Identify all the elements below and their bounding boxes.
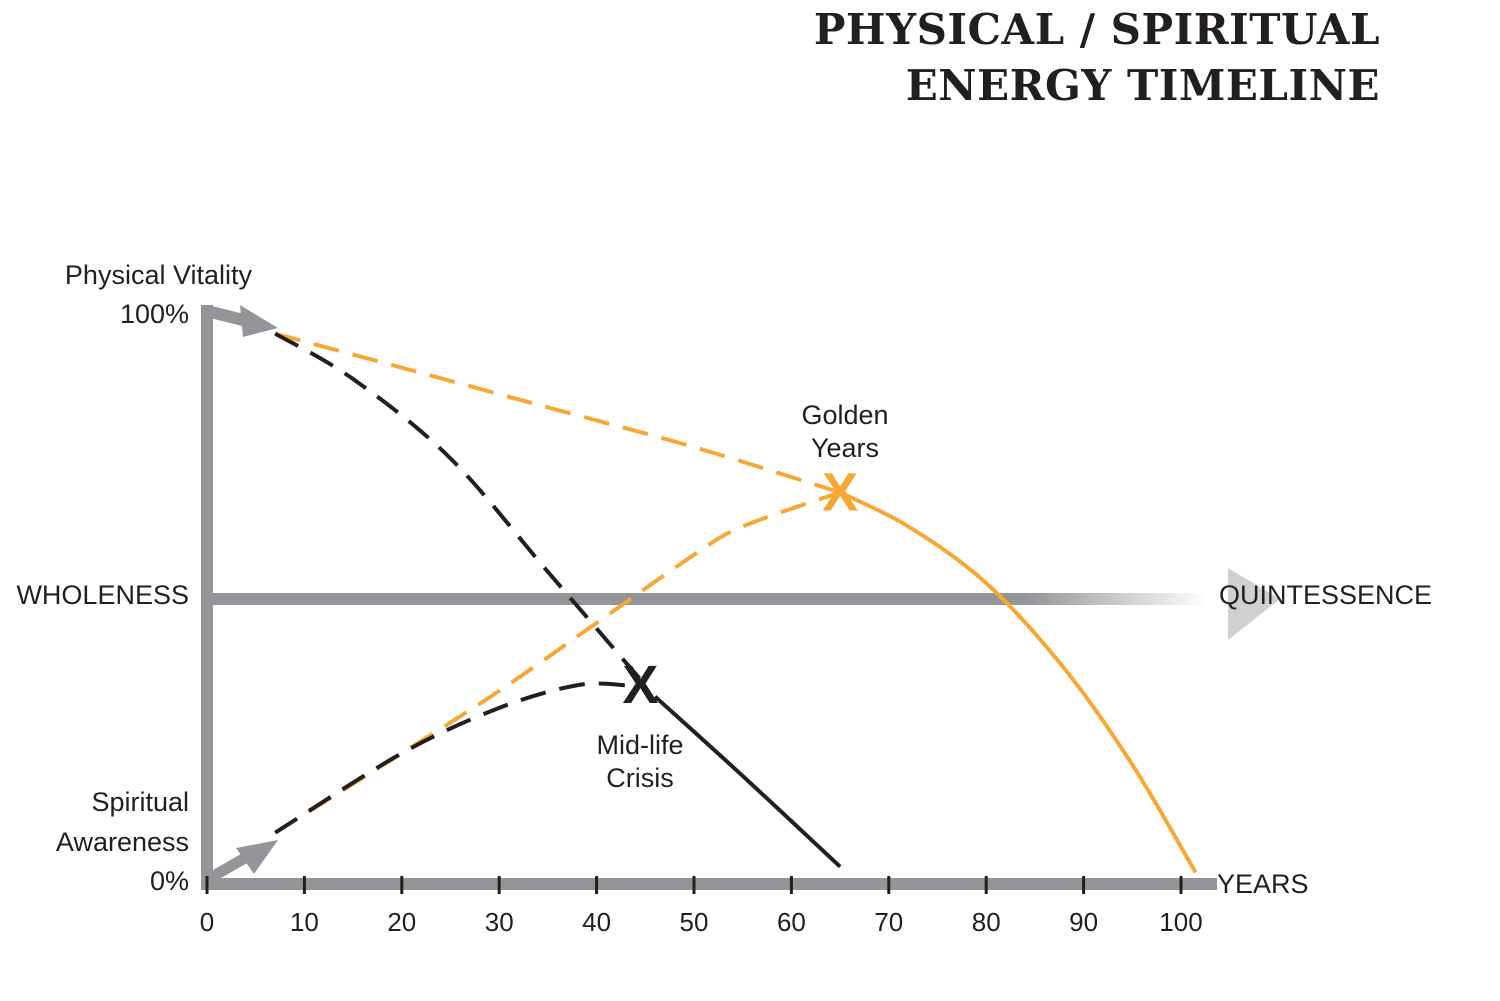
x-tick-label: 70 xyxy=(874,907,903,937)
series-line-6 xyxy=(653,695,842,869)
title-line-2: ENERGY TIMELINE xyxy=(905,61,1380,110)
y-top-label-line2: 100% xyxy=(120,299,189,329)
vitality-start-arrow xyxy=(205,305,249,327)
x-axis-label: YEARS xyxy=(1217,869,1309,899)
x-tick-label: 90 xyxy=(1069,907,1098,937)
x-tick-label: 40 xyxy=(582,907,611,937)
title-line-1: PHYSICAL / SPIRITUAL xyxy=(813,5,1380,54)
y-bottom-label-line2: Awareness xyxy=(56,827,189,857)
mid-life-crisis-marker: X xyxy=(622,655,658,715)
golden-years-label-line2: Years xyxy=(811,433,879,463)
series-line-3 xyxy=(274,490,841,835)
chart-title: PHYSICAL / SPIRITUAL ENERGY TIMELINE xyxy=(580,2,1380,114)
series-line-1 xyxy=(274,331,841,495)
wholeness-label: WHOLENESS xyxy=(16,580,189,610)
x-tick-label: 80 xyxy=(972,907,1001,937)
x-tick-label: 50 xyxy=(680,907,709,937)
y-bottom-label-line1: Spiritual xyxy=(91,787,189,817)
golden-years-marker: X xyxy=(822,462,858,522)
vitality-start-arrowhead xyxy=(240,305,278,337)
series-line-2 xyxy=(839,490,1198,874)
golden-years-label-line1: Golden xyxy=(801,400,888,430)
x-tick-label: 60 xyxy=(777,907,806,937)
quintessence-label: QUINTESSENCE xyxy=(1219,580,1432,610)
x-tick-label: 30 xyxy=(485,907,514,937)
x-tick-label: 20 xyxy=(387,907,416,937)
x-tick-label: 10 xyxy=(290,907,319,937)
y-top-label-line1: Physical Vitality xyxy=(65,260,253,290)
x-tick-label: 100 xyxy=(1159,907,1202,937)
mid-life-label-line2: Crisis xyxy=(606,763,674,793)
quintessence-arrow xyxy=(1228,568,1280,640)
series-line-5 xyxy=(274,681,626,835)
awareness-start-arrowhead xyxy=(236,840,278,874)
x-tick-label: 0 xyxy=(200,907,214,937)
wholeness-line xyxy=(207,593,1207,605)
mid-life-label-line1: Mid-life xyxy=(596,730,683,760)
y-bottom-label-line3: 0% xyxy=(150,866,189,896)
awareness-start-arrow xyxy=(207,853,248,883)
series-line-4 xyxy=(274,331,647,687)
